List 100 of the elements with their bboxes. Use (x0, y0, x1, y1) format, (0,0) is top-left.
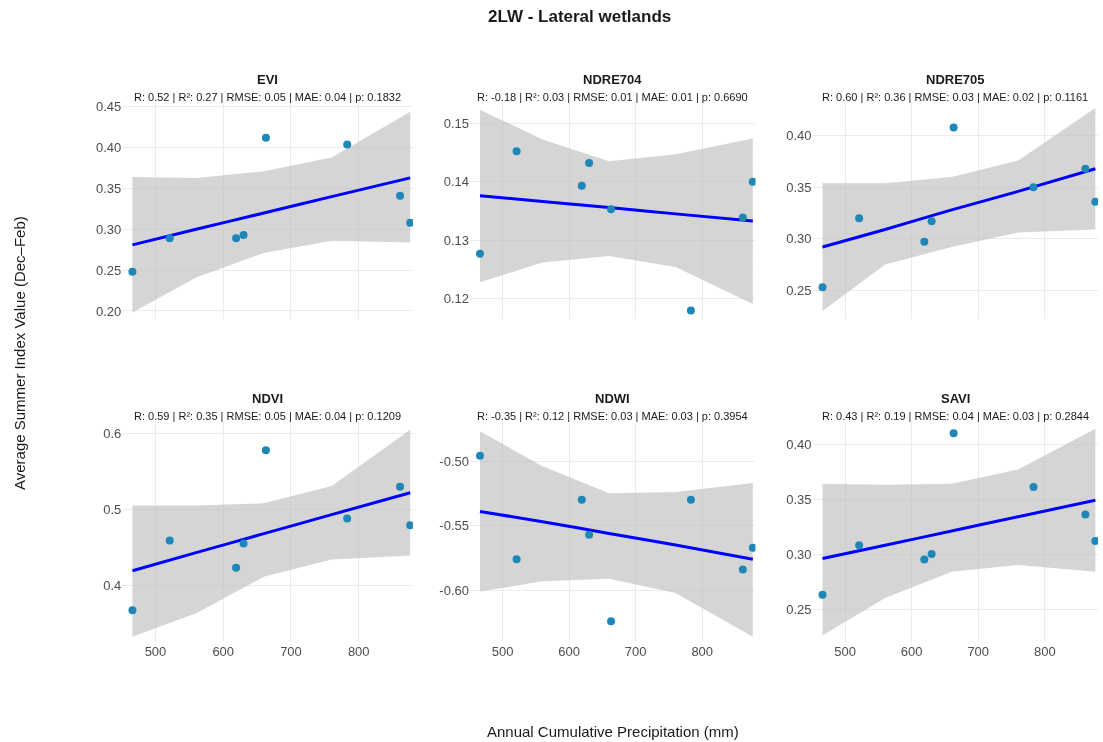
y-tick-label: 0.13 (443, 232, 470, 248)
chart-title: EVI (257, 72, 278, 87)
point (818, 590, 827, 599)
x-tick-label: 700 (624, 644, 647, 660)
y-tick-label: 0.25 (786, 282, 812, 298)
point (512, 555, 521, 564)
chart-title: NDRE704 (583, 72, 643, 87)
x-tick-label: 500 (834, 644, 856, 660)
y-tick-label: 0.40 (786, 436, 812, 452)
y-tick-label: -0.55 (439, 518, 470, 534)
point (165, 234, 174, 243)
point (261, 133, 270, 142)
point (748, 543, 756, 552)
point (1091, 536, 1098, 545)
x-tick-label: 800 (691, 644, 714, 660)
y-tick-label: 0.25 (95, 262, 122, 278)
chart-title: NDVI (252, 391, 284, 406)
point (607, 617, 616, 626)
y-tick-label: 0.45 (95, 99, 122, 115)
point (406, 521, 413, 530)
line-series (478, 509, 755, 561)
x-tick-label: 700 (967, 644, 990, 660)
point (475, 451, 484, 460)
point (165, 536, 174, 545)
x-tick-label: 600 (558, 644, 580, 660)
x-tick-label: 800 (1033, 644, 1056, 660)
y-tick-label: 0.35 (95, 181, 122, 197)
point (577, 495, 586, 504)
chart-title: SAVI (941, 391, 971, 406)
y-tick-label: 0.5 (103, 501, 122, 517)
text: 2LW - Lateral wetlands (488, 7, 672, 26)
y-tick-label: 0.30 (95, 221, 122, 237)
x-tick-label: 500 (144, 644, 167, 660)
point (949, 429, 958, 438)
point (475, 249, 484, 258)
point (818, 283, 827, 292)
point (261, 446, 270, 455)
point (920, 555, 929, 564)
x-tick-label: 800 (347, 644, 370, 660)
point (920, 237, 929, 246)
point (128, 267, 137, 276)
chart-subtitle: R: -0.35 | R²: 0.12 | RMSE: 0.03 | MAE: 0.03 | p: 0.3954 (477, 410, 748, 422)
point (577, 181, 586, 190)
point (396, 191, 405, 200)
y-tick-label: 0.14 (443, 174, 470, 190)
y-tick-label: 0.6 (103, 426, 122, 442)
point (1029, 483, 1038, 492)
y-tick-label: 0.30 (786, 546, 812, 562)
y-tick-label: 0.4 (103, 577, 122, 593)
x-tick-label: 500 (491, 644, 514, 660)
point (748, 177, 756, 186)
point (239, 539, 248, 548)
point (585, 530, 594, 539)
point (607, 205, 616, 214)
y-tick-label: 0.12 (443, 291, 470, 307)
point (512, 147, 521, 156)
point (738, 565, 747, 574)
point (232, 234, 241, 243)
x-tick-label: 600 (900, 644, 923, 660)
chart-subtitle: R: 0.43 | R²: 0.19 | RMSE: 0.04 | MAE: 0.03 | p: 0.2844 (822, 410, 1090, 422)
point (686, 495, 695, 504)
point (686, 306, 695, 315)
y-tick-label: -0.60 (439, 582, 470, 598)
line-series (130, 176, 412, 247)
point (585, 158, 594, 167)
x-tick-label: 600 (212, 644, 235, 660)
point (738, 213, 747, 222)
point (1091, 197, 1098, 206)
y-tick-label: 0.40 (786, 128, 812, 144)
point (927, 217, 936, 226)
chart-subtitle: R: 0.52 | R²: 0.27 | RMSE: 0.05 | MAE: 0.04 | p: 0.1832 (134, 91, 402, 103)
point (406, 218, 413, 227)
chart-subtitle: R: -0.18 | R²: 0.03 | RMSE: 0.01 | MAE: 0.01 | p: 0.6690 (477, 91, 748, 103)
point (396, 482, 405, 491)
point (1029, 183, 1038, 192)
x-tick-label: 700 (280, 644, 302, 660)
y-tick-label: 0.20 (95, 303, 122, 319)
line-series (130, 491, 412, 573)
chart-subtitle: R: 0.59 | R²: 0.35 | RMSE: 0.05 | MAE: 0.04 | p: 0.1209 (134, 410, 402, 422)
point (239, 231, 248, 240)
point (343, 514, 352, 523)
point (927, 550, 936, 559)
point (949, 123, 958, 132)
y-tick-label: 0.35 (786, 491, 812, 507)
y-axis-title: Average Summer Index Value (Dec–Feb) (11, 216, 28, 490)
line-series (478, 194, 755, 223)
y-tick-label: 0.15 (443, 115, 470, 131)
point (1081, 164, 1090, 173)
y-tick-label: 0.25 (786, 601, 812, 617)
y-tick-label: 0.40 (95, 140, 122, 156)
chart-title: NDRE705 (926, 72, 985, 87)
y-tick-label: 0.30 (786, 231, 812, 247)
chart-subtitle: R: 0.60 | R²: 0.36 | RMSE: 0.03 | MAE: 0.02 | p: 0.1161 (822, 91, 1089, 103)
line-series (821, 167, 1097, 249)
point (855, 214, 864, 223)
line-series (821, 498, 1097, 560)
y-tick-label: -0.50 (439, 453, 470, 469)
x-axis-title: Annual Cumulative Precipitation (mm) (487, 723, 739, 740)
chart-title: NDWI (595, 391, 630, 406)
y-tick-label: 0.35 (786, 179, 812, 195)
